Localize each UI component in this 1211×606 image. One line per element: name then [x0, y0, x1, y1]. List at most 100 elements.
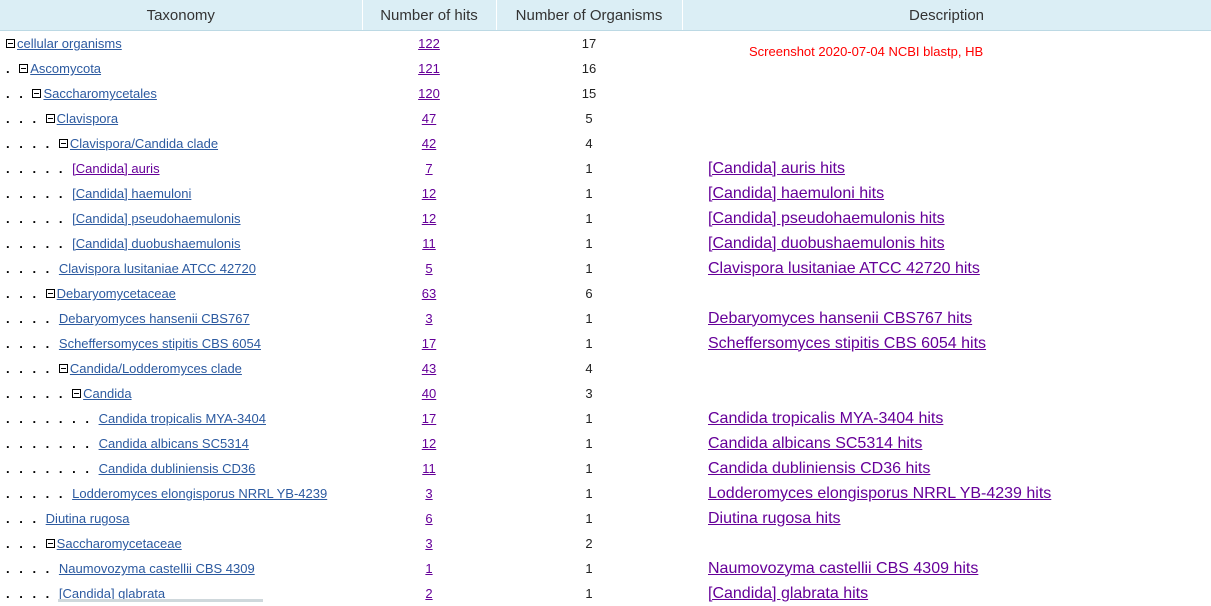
taxon-link[interactable]: Candida tropicalis MYA-3404: [99, 411, 266, 426]
collapse-toggle-icon[interactable]: [59, 139, 68, 148]
description-hits-link[interactable]: Candida tropicalis MYA-3404 hits: [708, 410, 943, 427]
hits-count-link[interactable]: 12: [422, 436, 436, 451]
description-cell: [Candida] glabrata hits: [682, 581, 1211, 606]
hits-count-link[interactable]: 3: [425, 536, 432, 551]
taxon-link[interactable]: Candida/Lodderomyces clade: [70, 361, 242, 376]
organisms-count: 3: [496, 381, 682, 406]
hits-count-link[interactable]: 5: [425, 261, 432, 276]
description-hits-link[interactable]: Diutina rugosa hits: [708, 510, 841, 527]
description-hits-link[interactable]: [Candida] duobushaemulonis hits: [708, 235, 945, 252]
description-hits-link[interactable]: [Candida] glabrata hits: [708, 585, 868, 602]
hits-count-link[interactable]: 63: [422, 286, 436, 301]
hits-count-link[interactable]: 47: [422, 111, 436, 126]
collapse-toggle-icon[interactable]: [6, 39, 15, 48]
hits-count-link[interactable]: 7: [425, 161, 432, 176]
collapse-toggle-icon[interactable]: [72, 389, 81, 398]
description-cell: [682, 531, 1211, 556]
hits-count-link[interactable]: 3: [425, 486, 432, 501]
hits-count-link[interactable]: 12: [422, 211, 436, 226]
taxon-link[interactable]: [Candida] pseudohaemulonis: [72, 211, 240, 226]
description-hits-link[interactable]: Candida dubliniensis CD36 hits: [708, 460, 930, 477]
taxon-link[interactable]: Ascomycota: [30, 61, 101, 76]
taxon-link[interactable]: Saccharomycetaceae: [57, 536, 182, 551]
hits-count-link[interactable]: 42: [422, 136, 436, 151]
taxon-link[interactable]: Candida: [83, 386, 131, 401]
collapse-toggle-icon[interactable]: [46, 539, 55, 548]
collapse-toggle-icon[interactable]: [32, 89, 41, 98]
organisms-column-header[interactable]: Number of Organisms: [496, 0, 682, 31]
collapse-toggle-icon[interactable]: [19, 64, 28, 73]
hits-column-header[interactable]: Number of hits: [362, 0, 496, 31]
taxon-link[interactable]: Candida dubliniensis CD36: [99, 461, 256, 476]
collapse-toggle-icon[interactable]: [46, 289, 55, 298]
taxon-link[interactable]: Lodderomyces elongisporus NRRL YB-4239: [72, 486, 327, 501]
hits-cell: 120: [362, 81, 496, 106]
hits-cell: 6: [362, 506, 496, 531]
taxon-link[interactable]: Saccharomycetales: [43, 86, 156, 101]
taxonomy-cell: . . . . . [Candida] auris: [0, 156, 362, 181]
hits-count-link[interactable]: 2: [425, 586, 432, 601]
taxon-link[interactable]: Debaryomyces hansenii CBS767: [59, 311, 250, 326]
organisms-count: 1: [496, 406, 682, 431]
taxon-link[interactable]: Naumovozyma castellii CBS 4309: [59, 561, 255, 576]
taxon-link[interactable]: Candida albicans SC5314: [99, 436, 249, 451]
taxonomy-column-header[interactable]: Taxonomy: [0, 0, 362, 31]
hits-count-link[interactable]: 40: [422, 386, 436, 401]
hits-count-link[interactable]: 11: [422, 236, 436, 251]
hits-count-link[interactable]: 122: [418, 36, 440, 51]
hits-count-link[interactable]: 1: [425, 561, 432, 576]
taxon-link[interactable]: Clavispora/Candida clade: [70, 136, 218, 151]
hits-count-link[interactable]: 43: [422, 361, 436, 376]
taxon-link[interactable]: Diutina rugosa: [46, 511, 130, 526]
description-hits-link[interactable]: Scheffersomyces stipitis CBS 6054 hits: [708, 335, 986, 352]
table-row: . . . . . Lodderomyces elongisporus NRRL…: [0, 481, 1211, 506]
description-cell: Lodderomyces elongisporus NRRL YB-4239 h…: [682, 481, 1211, 506]
taxon-link[interactable]: cellular organisms: [17, 36, 122, 51]
taxon-link[interactable]: [Candida] duobushaemulonis: [72, 236, 240, 251]
taxon-link[interactable]: [Candida] haemuloni: [72, 186, 191, 201]
description-hits-link[interactable]: Lodderomyces elongisporus NRRL YB-4239 h…: [708, 485, 1051, 502]
hits-count-link[interactable]: 6: [425, 511, 432, 526]
taxonomy-cell: . . . . Clavispora/Candida clade: [0, 131, 362, 156]
taxon-link[interactable]: Scheffersomyces stipitis CBS 6054: [59, 336, 261, 351]
organisms-count: 1: [496, 456, 682, 481]
collapse-toggle-icon[interactable]: [59, 364, 68, 373]
description-hits-link[interactable]: Naumovozyma castellii CBS 4309 hits: [708, 560, 978, 577]
description-hits-link[interactable]: [Candida] auris hits: [708, 160, 845, 177]
hits-count-link[interactable]: 17: [422, 411, 436, 426]
table-row: . . . . Clavispora/Candida clade 42 4: [0, 131, 1211, 156]
description-hits-link[interactable]: Candida albicans SC5314 hits: [708, 435, 922, 452]
description-hits-link[interactable]: Clavispora lusitaniae ATCC 42720 hits: [708, 260, 980, 277]
description-cell: [682, 381, 1211, 406]
description-column-header[interactable]: Description: [682, 0, 1211, 31]
description-cell: [682, 81, 1211, 106]
hits-cell: 3: [362, 306, 496, 331]
taxonomy-cell: . . . . . Candida: [0, 381, 362, 406]
description-hits-link[interactable]: Debaryomyces hansenii CBS767 hits: [708, 310, 972, 327]
hits-count-link[interactable]: 121: [418, 61, 440, 76]
description-hits-link[interactable]: [Candida] pseudohaemulonis hits: [708, 210, 945, 227]
hits-count-link[interactable]: 12: [422, 186, 436, 201]
collapse-toggle-icon[interactable]: [46, 114, 55, 123]
description-hits-link[interactable]: [Candida] haemuloni hits: [708, 185, 884, 202]
taxon-link[interactable]: [Candida] auris: [72, 161, 159, 176]
tree-indent-dots: . . . .: [6, 336, 59, 351]
organisms-count: 4: [496, 131, 682, 156]
description-cell: [682, 106, 1211, 131]
tree-indent-dots: . . . . . . .: [6, 461, 99, 476]
hits-count-link[interactable]: 120: [418, 86, 440, 101]
taxon-link[interactable]: Clavispora: [57, 111, 118, 126]
hits-cell: 3: [362, 481, 496, 506]
hits-count-link[interactable]: 3: [425, 311, 432, 326]
hits-cell: 12: [362, 431, 496, 456]
hits-cell: 11: [362, 231, 496, 256]
hits-count-link[interactable]: 11: [422, 461, 436, 476]
taxon-link[interactable]: Clavispora lusitaniae ATCC 42720: [59, 261, 256, 276]
hits-count-link[interactable]: 17: [422, 336, 436, 351]
taxon-link[interactable]: Debaryomycetaceae: [57, 286, 176, 301]
table-row: . . . . . Candida 40 3: [0, 381, 1211, 406]
